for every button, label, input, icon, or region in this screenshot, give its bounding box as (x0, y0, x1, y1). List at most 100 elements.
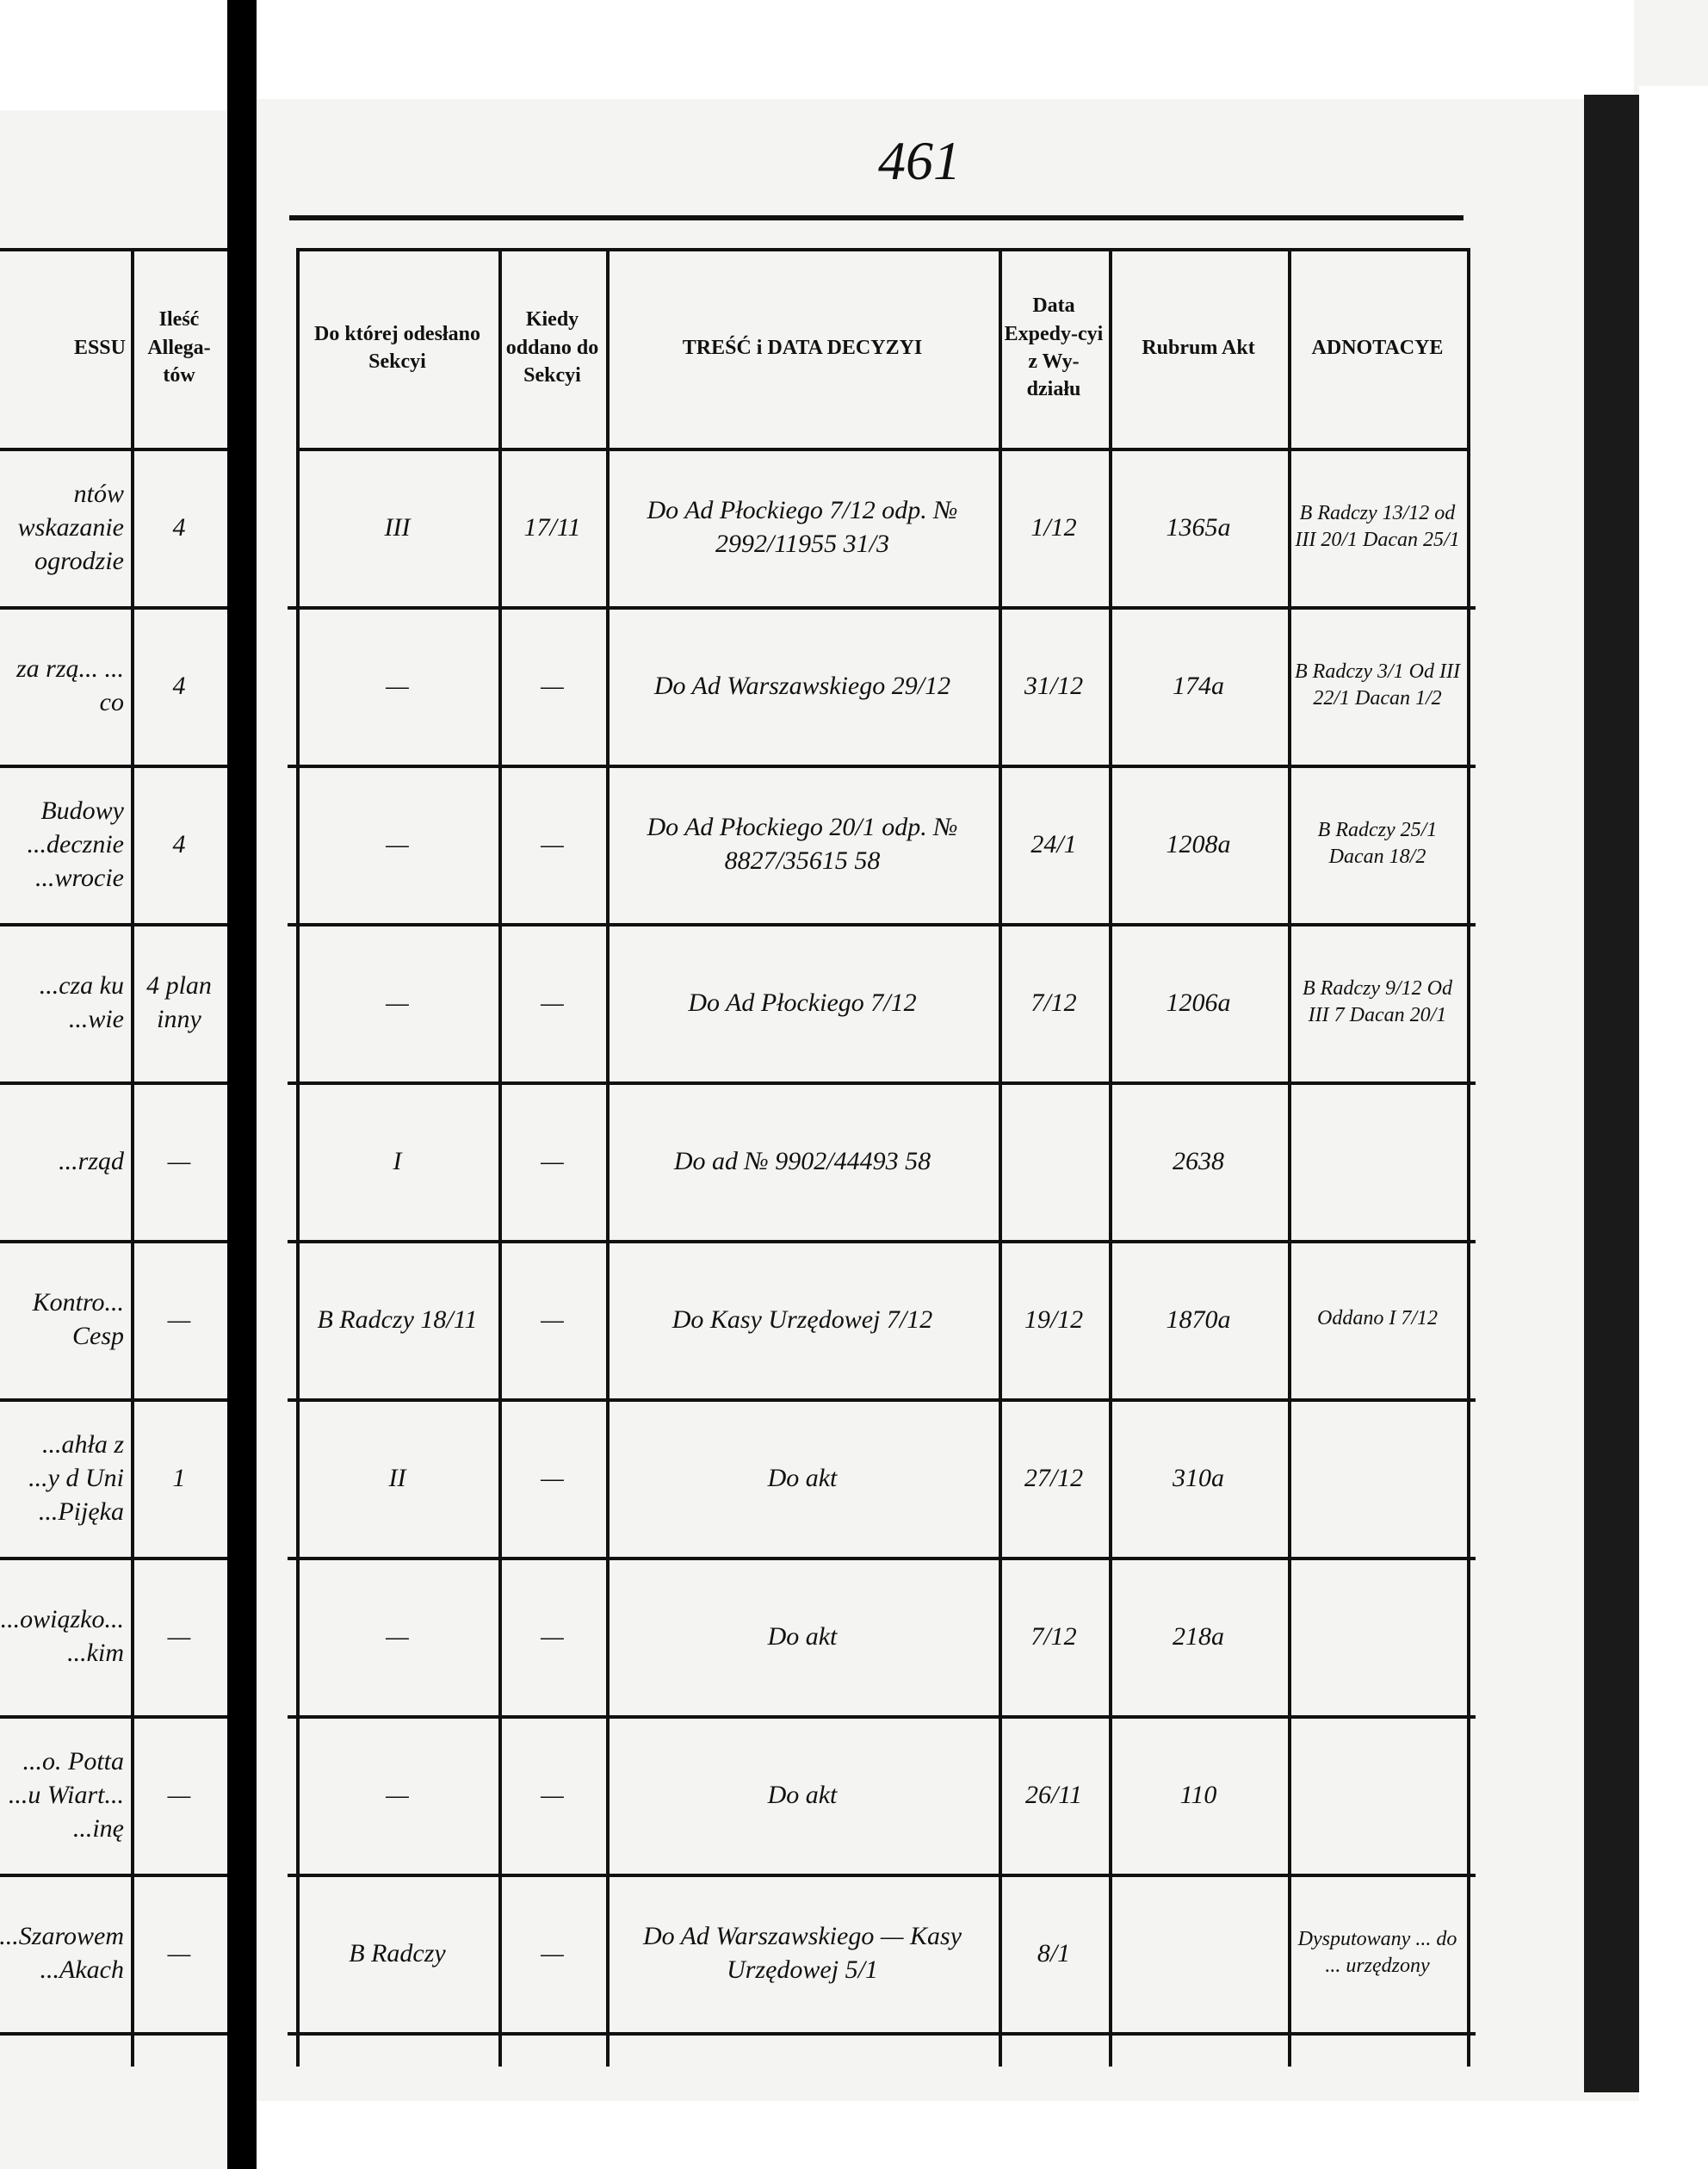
ledger-cell: B Radczy 3/1 Od III 22/1 Dacan 1/2 (1295, 660, 1460, 710)
ledger-cell: 8/1 (1037, 1938, 1071, 1968)
ledger-cell: 1206a (1166, 988, 1231, 1017)
ledger-cell: 1/12 (1030, 512, 1077, 542)
ledger-cell: ...cza ku ...wie (39, 971, 124, 1033)
ledger-cell: Do akt (767, 1621, 838, 1651)
ledger-cell: 1870a (1166, 1304, 1231, 1334)
column-header: Kiedy oddano do Sekcyi (505, 308, 599, 387)
row-rule (288, 1874, 1476, 1877)
header-rule (296, 248, 1467, 251)
ledger-cell: — (167, 1938, 191, 1968)
column-header: Rubrum Akt (1142, 336, 1255, 359)
ledger-cell: Do ad № 9902/44493 58 (673, 1146, 931, 1175)
row-rule (288, 606, 1476, 610)
row-rule (288, 1715, 1476, 1719)
ledger-cell: I (393, 1146, 402, 1175)
column-header: Do której odesłano Sekcyi (314, 322, 480, 373)
ledger-cell: 19/12 (1024, 1304, 1084, 1334)
ledger-cell: ...ahła z ...y d Uni ...Pijęka (28, 1429, 124, 1526)
ledger-cell: ...Szarowem ...Akach (0, 1922, 124, 1984)
row-rule (288, 1398, 1476, 1402)
ledger-cell: — (167, 1304, 191, 1334)
ledger-cell: B Radczy 25/1 Dacan 18/2 (1317, 818, 1438, 868)
ledger-cell: 17/11 (523, 512, 581, 542)
ledger-cell: ntów wskazanie ogrodzie (17, 479, 124, 575)
row-rule (0, 1874, 227, 1877)
row-rule (0, 1557, 227, 1560)
ledger-cell: B Radczy 13/12 od III 20/1 Dacan 25/1 (1295, 501, 1460, 551)
ledger-cell: 4 (172, 671, 186, 700)
row-rule (0, 606, 227, 610)
row-rule (0, 765, 227, 768)
ledger-cell: Do Ad Płockiego 7/12 odp. № 2992/11955 3… (647, 496, 958, 558)
row-rule (288, 923, 1476, 926)
page-number: 461 (878, 130, 961, 191)
ledger-cell: — (541, 988, 564, 1017)
ledger-cell: — (386, 671, 409, 700)
column-header: ADNOTACYE (1311, 336, 1444, 359)
ledger-cell: Do Ad Warszawskiego — Kasy Urzędowej 5/1 (642, 1922, 962, 1984)
ledger-cell: — (386, 829, 409, 858)
ledger-cell: 174a (1173, 671, 1224, 700)
column-header: Ileść Allega-tów (147, 308, 211, 387)
column-rule (606, 248, 610, 2067)
ledger-cell: 7/12 (1030, 988, 1077, 1017)
ledger-cell: — (541, 1780, 564, 1809)
ledger-cell: Do Ad Warszawskiego 29/12 (653, 671, 951, 700)
ledger-cell: Do Ad Płockiego 20/1 odp. № 8827/35615 5… (647, 813, 958, 875)
ledger-cell: — (541, 829, 564, 858)
ledger-cell: — (541, 1463, 564, 1492)
row-rule (0, 1240, 227, 1243)
column-rule (1467, 248, 1470, 2067)
ledger-cell: — (386, 1621, 409, 1651)
ledger-cell: — (386, 988, 409, 1017)
ledger-cell: Budowy ...decznie ...wrocie (27, 796, 124, 892)
row-rule (0, 1398, 227, 1402)
ledger-cell: — (541, 671, 564, 700)
ledger-cell: 218a (1173, 1621, 1224, 1651)
row-rule (0, 1715, 227, 1719)
page-edge (1584, 95, 1639, 2092)
ledger-cell: III (384, 512, 411, 542)
ledger-cell: Dysputowany ... do ... urzędzony (1297, 1927, 1457, 1977)
row-rule (288, 1081, 1476, 1085)
row-rule (288, 2032, 1476, 2036)
ledger-cell: 1365a (1166, 512, 1231, 542)
row-rule (288, 1240, 1476, 1243)
ledger-cell: B Radczy (349, 1938, 446, 1968)
ledger-cell: 27/12 (1024, 1463, 1084, 1492)
header-rule (0, 448, 227, 451)
ledger-cell: 310a (1173, 1463, 1224, 1492)
ledger-cell: — (167, 1146, 191, 1175)
ledger-cell: 4 (172, 512, 186, 542)
ledger-cell: Do akt (767, 1463, 838, 1492)
ledger-cell: ...owiązko... ...kim (0, 1605, 124, 1667)
ledger-cell: za rzą... ... co (15, 654, 124, 716)
left-page-top (0, 0, 227, 110)
row-rule (288, 1557, 1476, 1560)
row-rule (0, 1081, 227, 1085)
ledger-cell: — (541, 1304, 564, 1334)
ledger-cell: Do akt (767, 1780, 838, 1809)
right-page-top (257, 0, 1634, 99)
ledger-cell: 26/11 (1024, 1780, 1083, 1809)
column-header: ESSU (73, 336, 126, 359)
ledger-cell: — (167, 1780, 191, 1809)
ledger-cell: 2638 (1173, 1146, 1224, 1175)
bottom-margin (257, 2101, 1708, 2169)
right-margin (1639, 86, 1708, 2169)
ledger-cell: 1 (172, 1463, 186, 1492)
ledger-cell: 4 (172, 829, 186, 858)
column-rule (1109, 248, 1112, 2067)
column-rule (131, 248, 134, 2067)
column-rule (1288, 248, 1291, 2067)
ledger-cell: — (541, 1938, 564, 1968)
ledger-cell: 110 (1179, 1780, 1217, 1809)
ledger-cell: Do Kasy Urzędowej 7/12 (671, 1304, 933, 1334)
ledger-cell: 7/12 (1030, 1621, 1077, 1651)
ledger-cell: II (388, 1463, 406, 1492)
ledger-cell: Do Ad Płockiego 7/12 (688, 988, 917, 1017)
top-rule (289, 215, 1464, 220)
ledger-cell: 4 plan inny (146, 971, 212, 1033)
binding-strip (227, 0, 257, 2169)
